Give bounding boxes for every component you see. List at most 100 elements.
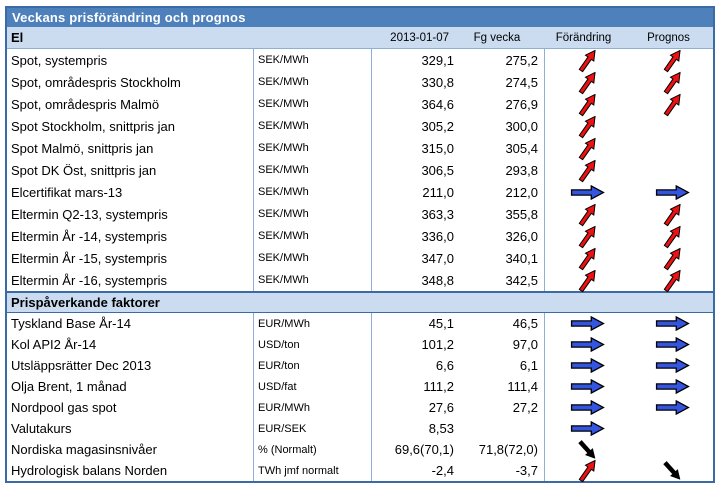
table-row: Eltermin År -16, systempris SEK/MWh 348,8 3… <box>7 269 715 292</box>
table-row: Eltermin År -15, systempris SEK/MWh 347,0 3… <box>7 247 715 270</box>
red-up-arrow-icon <box>575 156 601 185</box>
row-name: Nordpool gas spot <box>7 397 254 418</box>
row-current-value: 330,8 <box>421 74 454 90</box>
blue-right-arrow-icon <box>569 337 606 352</box>
blue-right-arrow-icon <box>654 400 691 415</box>
change-cell <box>545 397 630 418</box>
change-cell <box>545 439 630 460</box>
forecast-cell <box>630 269 715 292</box>
row-unit: EUR/MWh <box>254 397 372 418</box>
change-cell <box>545 418 630 439</box>
row-unit: SEK/MWh <box>254 159 372 181</box>
column-header: Prognos <box>647 31 690 44</box>
row-previous-value: 275,2 <box>457 49 545 71</box>
row-current-value: 101,2 <box>421 337 454 352</box>
change-cell <box>545 137 630 160</box>
row-name: Eltermin År -15, systempris <box>7 247 254 269</box>
row-previous-value: 71,8(72,0) <box>457 439 545 460</box>
table-row: Tyskland Base År-14 EUR/MWh 45,1 46,5 <box>7 313 713 334</box>
forecast-cell <box>630 418 715 439</box>
forecast-cell <box>630 137 715 159</box>
table-row: Kol API2 År-14 USD/ton 101,2 97,0 <box>7 334 713 355</box>
row-name: Eltermin År -14, systempris <box>7 225 254 247</box>
row-name: Spot Malmö, snittpris jan <box>7 137 254 159</box>
row-previous-value: 293,8 <box>457 159 545 181</box>
red-up-arrow-icon <box>575 134 601 163</box>
table-row: Spot Stockholm, snittpris jan SEK/MWh 305,… <box>7 115 713 138</box>
row-name: Nordiska magasinsnivåer <box>7 439 254 460</box>
red-up-arrow-icon <box>660 244 686 273</box>
forecast-cell <box>630 334 715 355</box>
row-previous-value: -3,7 <box>457 460 545 481</box>
forecast-cell <box>630 376 715 397</box>
change-cell <box>545 355 630 376</box>
red-up-arrow-icon <box>575 200 601 229</box>
row-unit: EUR/SEK <box>254 418 372 439</box>
section-title: Prispåverkande faktorer <box>11 295 160 310</box>
row-unit: TWh jmf normalt <box>254 460 372 481</box>
blue-right-arrow-icon <box>569 316 606 331</box>
section-header: El 2013-01-07 Fg vecka Förändring Prognos <box>7 27 713 49</box>
row-current-value: 6,6 <box>435 358 454 373</box>
row-current-value: 305,2 <box>421 118 454 134</box>
price-table: Veckans prisförändring och prognos El 201… <box>5 6 715 483</box>
blue-right-arrow-icon <box>654 184 691 200</box>
blue-right-arrow-icon <box>654 316 691 331</box>
red-up-arrow-icon <box>660 222 686 251</box>
red-up-arrow-icon <box>575 266 601 295</box>
red-up-arrow-icon <box>660 200 686 229</box>
row-previous-value: 97,0 <box>457 334 545 355</box>
section-title: El <box>11 30 24 45</box>
red-up-arrow-icon <box>660 90 686 119</box>
table-row: Spot, områdespris Stockholm SEK/MWh 330,8 2… <box>7 71 715 94</box>
row-name: Spot, områdespris Malmö <box>7 93 254 115</box>
row-unit: SEK/MWh <box>254 225 372 247</box>
blue-right-arrow-icon <box>654 358 691 373</box>
change-cell <box>545 203 630 226</box>
row-previous-value: 212,0 <box>457 181 545 203</box>
change-cell <box>545 376 630 397</box>
blue-right-arrow-icon <box>569 400 606 415</box>
forecast-cell <box>630 71 715 94</box>
table-body: El 2013-01-07 Fg vecka Förändring Prognos Spo… <box>7 27 715 483</box>
row-current-value: 315,0 <box>421 140 454 156</box>
row-previous-value: 276,9 <box>457 93 545 115</box>
row-name: Spot, områdespris Stockholm <box>7 71 254 93</box>
change-cell <box>545 334 630 355</box>
change-cell <box>545 181 630 203</box>
row-name: Tyskland Base År-14 <box>7 313 254 334</box>
row-previous-value: 305,4 <box>457 137 545 159</box>
table-row: Nordpool gas spot EUR/MWh 27,6 27,2 <box>7 397 713 418</box>
row-current-value: 336,0 <box>421 228 454 244</box>
section-header: Prispåverkande faktorer <box>7 291 713 313</box>
forecast-cell <box>630 159 715 181</box>
forecast-cell <box>630 439 715 460</box>
row-unit: SEK/MWh <box>254 71 372 93</box>
change-cell <box>545 159 630 182</box>
row-name: Utsläppsrätter Dec 2013 <box>7 355 254 376</box>
row-name: Olja Brent, 1 månad <box>7 376 254 397</box>
row-previous-value: 342,5 <box>457 269 545 291</box>
black-down-arrow-icon <box>575 437 599 462</box>
change-cell <box>545 93 630 116</box>
blue-right-arrow-icon <box>654 337 691 352</box>
forecast-cell <box>630 181 715 203</box>
row-name: Kol API2 År-14 <box>7 334 254 355</box>
row-unit: SEK/MWh <box>254 93 372 115</box>
change-cell <box>545 247 630 270</box>
change-cell <box>545 49 630 72</box>
row-current-value: 348,8 <box>421 272 454 288</box>
row-name: Spot Stockholm, snittpris jan <box>7 115 254 137</box>
blue-right-arrow-icon <box>569 358 606 373</box>
table-row: Olja Brent, 1 månad USD/fat 111,2 111,4 <box>7 376 713 397</box>
table-row: Nordiska magasinsnivåer% (Normalt) 69,6(7… <box>7 439 713 460</box>
table-row: Spot Malmö, snittpris jan SEK/MWh 315,0 305… <box>7 137 715 160</box>
row-current-value: 306,5 <box>421 162 454 178</box>
red-up-arrow-icon <box>660 46 686 75</box>
forecast-cell <box>630 247 715 270</box>
forecast-cell <box>630 203 715 226</box>
table-title: Veckans prisförändring och prognos <box>7 8 713 27</box>
row-previous-value: 326,0 <box>457 225 545 247</box>
table-row: Hydrologisk balans Norden TWh jmf normalt… <box>7 459 713 483</box>
